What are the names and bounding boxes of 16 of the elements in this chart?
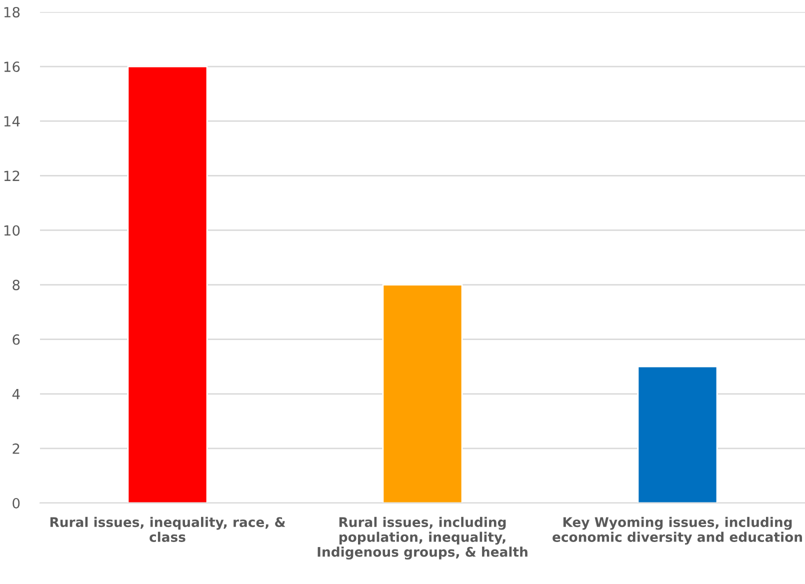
bar <box>382 284 463 503</box>
y-tick-label: 8 <box>12 280 20 290</box>
y-tick-label: 2 <box>12 443 20 454</box>
y-tick-label: 4 <box>12 389 20 400</box>
x-tick-label: Key Wyoming issues, including economic diversity and education <box>552 516 802 545</box>
bar <box>637 366 718 503</box>
bar <box>127 66 208 503</box>
y-tick-label: 0 <box>12 498 20 508</box>
y-tick-label: 18 <box>4 6 20 18</box>
y-tick-label: 6 <box>12 334 20 345</box>
x-tick-label: Rural issues, including population, inequality, Indigenous groups, & health <box>318 516 528 560</box>
y-tick-label: 12 <box>4 170 20 181</box>
x-tick-label: Rural issues, inequality, race, & class <box>50 516 286 542</box>
y-tick-label: 16 <box>4 62 20 72</box>
y-tick-label: 10 <box>4 225 20 236</box>
y-tick-label: 14 <box>4 116 20 126</box>
